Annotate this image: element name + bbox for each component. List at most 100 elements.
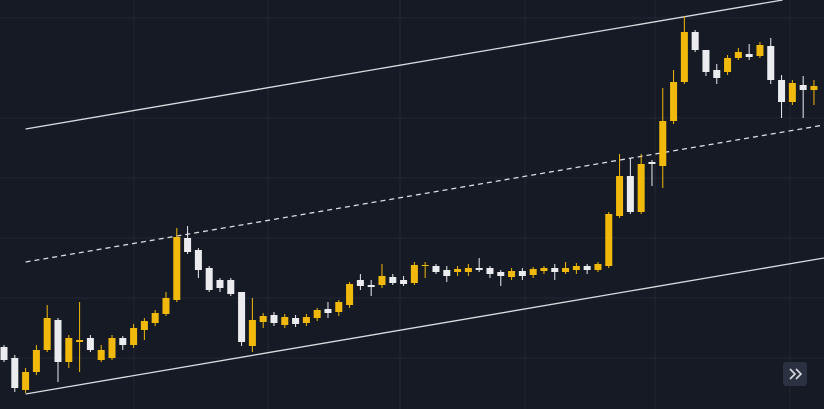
candle [788, 80, 796, 105]
candle-body [724, 58, 732, 72]
candle [140, 318, 148, 340]
candle-body [302, 317, 310, 323]
candle-body [529, 269, 537, 275]
candle [259, 313, 267, 328]
candle [778, 75, 786, 118]
candle-body [767, 46, 775, 80]
candle [702, 50, 710, 76]
candle [65, 335, 73, 368]
candle [238, 292, 246, 346]
candle [108, 335, 116, 360]
candle-body [518, 271, 526, 276]
candle-body [691, 32, 699, 50]
candle-body [43, 318, 51, 350]
candle [475, 258, 483, 272]
candle [389, 274, 397, 285]
channel-line [25, 257, 824, 395]
candle [767, 38, 775, 84]
candle [583, 264, 591, 274]
candle-body [119, 338, 127, 345]
candle-body [227, 280, 235, 294]
candle [270, 312, 278, 326]
candle-body [810, 86, 818, 90]
candle [497, 270, 505, 286]
candle [205, 266, 213, 292]
candle [227, 278, 235, 296]
candle [551, 264, 559, 280]
candle [292, 315, 300, 327]
candle-body [205, 268, 213, 290]
candle-body [130, 328, 138, 345]
candle-body [356, 280, 364, 286]
candle [464, 264, 472, 276]
candle-body [54, 320, 62, 362]
candle-body [745, 54, 753, 57]
candle-body [162, 298, 170, 314]
candle [76, 302, 84, 372]
candle-body [778, 80, 786, 102]
candle-body [0, 347, 8, 360]
candle [43, 305, 51, 352]
plot-area [0, 0, 824, 395]
candle-body [108, 338, 116, 358]
candle-body [76, 340, 84, 342]
candle-body [65, 338, 73, 362]
candle [691, 30, 699, 52]
candle-body [583, 266, 591, 270]
candle [86, 335, 94, 352]
candle [356, 274, 364, 290]
candle-body [184, 238, 192, 252]
candle [54, 318, 62, 382]
candle [184, 226, 192, 254]
candle-body [151, 313, 159, 323]
candle-body [572, 266, 580, 270]
candle-body [22, 372, 30, 390]
candle-body [313, 310, 321, 318]
scroll-to-latest-button[interactable] [783, 362, 807, 386]
candle-body [594, 264, 602, 270]
candle [367, 280, 375, 296]
candle-body [367, 285, 375, 287]
candle-body [734, 52, 742, 58]
double-chevron-icon[interactable] [789, 368, 803, 380]
candle [454, 266, 462, 276]
candle [119, 336, 127, 350]
candle-body [140, 321, 148, 330]
candle [313, 308, 321, 321]
candle-body [11, 358, 19, 388]
candle-body [194, 250, 202, 270]
candle [562, 262, 570, 274]
candle [605, 212, 613, 268]
candle [378, 264, 386, 288]
candle-body [346, 284, 354, 305]
channel-line [25, 124, 824, 263]
candle [22, 368, 30, 393]
candle [400, 276, 408, 286]
candle [713, 64, 721, 84]
candle-body [756, 45, 764, 56]
candle-body [486, 268, 494, 274]
candle [670, 70, 678, 124]
candle-body [670, 82, 678, 121]
candle [680, 16, 688, 84]
candle-body [389, 277, 397, 283]
candle-body [173, 237, 181, 300]
candle [810, 80, 818, 105]
candle [32, 345, 40, 375]
candle [151, 310, 159, 326]
candle [432, 264, 440, 274]
candle-body [216, 280, 224, 288]
channel-line [25, 0, 783, 130]
candle-body [324, 309, 332, 313]
candle [799, 76, 807, 118]
candle [637, 154, 645, 214]
candle-body [680, 32, 688, 82]
candle [734, 48, 742, 60]
candle-body [648, 162, 656, 164]
candle-body [97, 350, 105, 360]
candle-body [281, 317, 289, 325]
candle [529, 267, 537, 278]
candle-body [551, 268, 559, 272]
